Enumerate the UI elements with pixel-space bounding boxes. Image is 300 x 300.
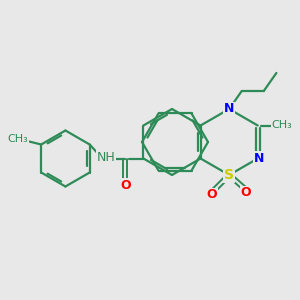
Text: O: O [207,188,218,202]
Text: N: N [254,152,264,165]
Text: O: O [120,179,131,192]
Text: CH₃: CH₃ [8,134,29,143]
Text: CH₃: CH₃ [272,121,292,130]
Text: O: O [241,187,251,200]
Text: S: S [224,168,234,182]
Text: N: N [224,103,234,116]
Text: NH: NH [97,151,116,164]
